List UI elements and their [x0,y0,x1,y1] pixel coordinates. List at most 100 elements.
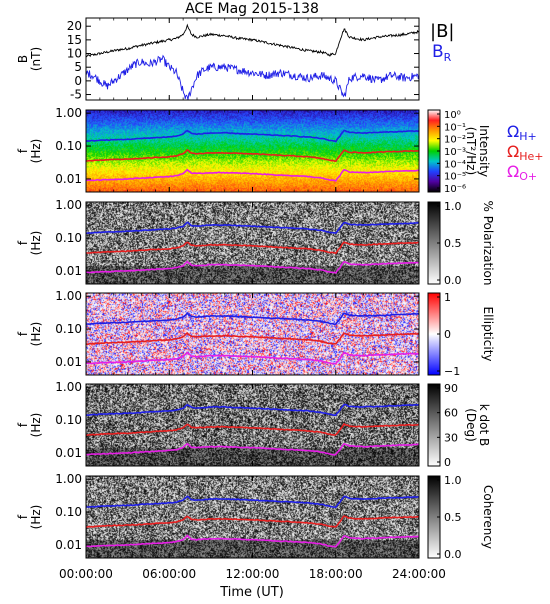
y-axis-unit: (Hz) [29,413,43,438]
polarization-gyro-line-o-plus [86,260,419,274]
series-line-b-total [86,23,419,58]
chart-title: ACE Mag 2015-138 [185,1,319,17]
b-field-y-tick-label: -5 [70,88,82,102]
x-axis-label: Time (UT) [219,585,284,600]
coherency-gyro-line-o-plus [86,534,419,548]
legend-b-r-subscript: R [444,51,452,64]
b-field-background [86,18,419,100]
intensity-ylabel: f (Hz) [16,139,43,164]
y-axis-unit: (Hz) [29,139,43,164]
b-field-y-tick-label: 10 [67,47,82,61]
kdotb-y-tick-label: 0.10 [55,413,82,427]
kdotb-gyro-line-he-plus [86,422,419,437]
kdotb-y-tick-label: 1.00 [55,380,82,394]
polarization-colorbar-tick-label: 0.0 [444,274,462,287]
x-tick-label: 18:00:00 [309,567,363,581]
y-axis-unit: (Hz) [29,231,43,256]
y-axis-label: f [16,240,30,245]
kdotb-colorbar-tick-label: 30 [444,431,458,444]
ellipticity-colorbar-tick-label: 0 [444,328,451,341]
ellipticity-colorbar-tick-label: 1 [444,291,451,304]
polarization-colorbar-title: % Polarization [481,201,495,286]
coherency-y-tick-label: 0.01 [55,538,82,552]
y-axis-unit: (nT) [29,47,43,71]
kdotb-y-tick-label: 0.01 [55,446,82,460]
intensity-gyro-line-he-plus [86,148,419,163]
kdotb-colorbar-tick-label: 60 [444,407,458,420]
legend-b-r: BR [432,42,452,64]
intensity-colorbar-title: Intensity [477,125,491,177]
coherency-y-tick-label: 1.00 [55,472,82,486]
intensity-colorbar-tick-label: 10⁻¹ [444,122,466,133]
kdotb-colorbar-title: k dot B [477,404,491,446]
kdotb-colorbar-unit: (Deg) [464,408,478,442]
y-axis-label: f [16,514,30,519]
legend-omega-h-plus: ΩH+ [507,122,537,143]
intensity-colorbar-tick-label: 10⁻³ [444,147,466,158]
x-tick-label: 06:00:00 [142,567,196,581]
y-axis-label: B [16,55,30,63]
coherency-colorbar-title: Coherency [481,485,495,549]
polarization-spectrogram [86,202,419,284]
b-field-y-tick-label: 20 [67,19,82,33]
legend-omega-he-plus: ΩHe+ [507,142,544,163]
coherency-colorbar-tick-label: 0.0 [444,548,462,561]
b-field-ylabel: B (nT) [16,47,43,71]
coherency-colorbar-tick-label: 0.5 [444,511,462,524]
ellipticity-y-tick-label: 0.10 [55,322,82,336]
kdotb-ylabel: f (Hz) [16,413,43,438]
intensity-colorbar-unit: (nT²/Hz) [464,127,478,175]
ellipticity-colorbar-tick-label: −1 [444,365,460,378]
intensity-colorbar-tick-label: 10⁻⁶ [444,184,466,195]
kdotb-colorbar [427,383,441,467]
x-tick-label: 00:00:00 [59,567,113,581]
series-line-b-r [86,54,419,100]
intensity-y-tick-label: 1.00 [55,106,82,120]
legend-omega-subscript: O+ [519,170,537,183]
intensity-colorbar-tick-label: 10⁻⁵ [444,172,466,183]
b-field-y-tick-label: 15 [67,33,82,47]
y-axis-label: f [16,422,30,427]
kdotb-gyro-line-h-plus [86,403,419,417]
intensity-y-tick-label: 0.01 [55,172,82,186]
intensity-gyro-line-h-plus [86,129,419,143]
intensity-colorbar-tick-label: 10⁻⁴ [444,159,466,170]
kdotb-gyro-line-o-plus [86,442,419,456]
intensity-colorbar-tick-label: 10⁰ [444,110,461,121]
ellipticity-spectrogram [86,293,419,375]
intensity-spectrogram [86,110,419,192]
polarization-y-tick-label: 0.10 [55,231,82,245]
x-tick-label: 24:00:00 [392,567,446,581]
coherency-ylabel: f (Hz) [16,505,43,530]
legend-omega-subscript: He+ [519,150,543,163]
ellipticity-y-tick-label: 0.01 [55,355,82,369]
b-field-y-tick-label: 5 [74,60,82,74]
coherency-y-tick-label: 0.10 [55,505,82,519]
legend-omega-o-plus: ΩO+ [507,162,537,183]
ellipticity-y-tick-label: 1.00 [55,289,82,303]
ellipticity-ylabel: f (Hz) [16,322,43,347]
coherency-colorbar-tick-label: 1.0 [444,474,462,487]
legend-omega-subscript: H+ [519,130,537,143]
ellipticity-gyro-line-he-plus [86,331,419,346]
ellipticity-colorbar-title: Ellipticity [481,307,495,362]
coherency-spectrogram [86,476,419,558]
intensity-colorbar-tick-label: 10⁻² [444,135,466,146]
legend-b-total: |B| [430,21,454,42]
kdotb-colorbar-tick-label: 90 [444,382,458,395]
coherency-gyro-line-h-plus [86,495,419,509]
polarization-gyro-line-he-plus [86,241,419,255]
ellipticity-gyro-line-h-plus [86,312,419,326]
b-field-y-tick-label: 0 [74,74,82,88]
x-tick-label: 12:00:00 [226,567,280,581]
kdotb-colorbar-tick-label: 0 [444,456,451,469]
polarization-gyro-line-h-plus [86,221,419,235]
intensity-y-tick-label: 0.10 [55,139,82,153]
y-axis-unit: (Hz) [29,505,43,530]
y-axis-unit: (Hz) [29,322,43,347]
y-axis-label: f [16,331,30,336]
intensity-gyro-line-o-plus [86,168,419,183]
kdotb-spectrogram [86,384,419,466]
polarization-colorbar-tick-label: 1.0 [444,200,462,213]
